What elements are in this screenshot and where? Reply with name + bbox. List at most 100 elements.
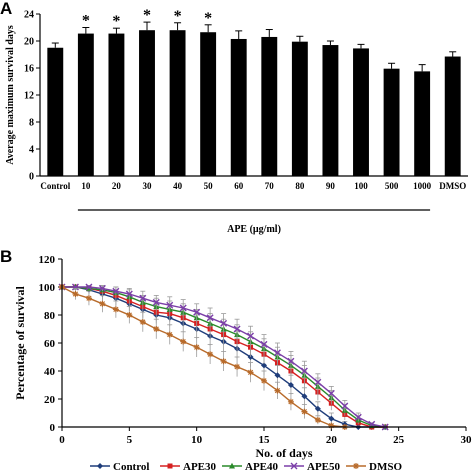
panel-b-legend-label: APE40 bbox=[245, 461, 279, 473]
panel-a-x-tick-label: 500 bbox=[385, 181, 399, 191]
panel-b-point bbox=[139, 319, 146, 325]
panel-a-significance-star: * bbox=[82, 13, 90, 30]
panel-b-point bbox=[179, 304, 187, 312]
panel-b-legend-marker bbox=[353, 463, 359, 469]
panel-b-point bbox=[260, 340, 268, 348]
panel-a-bar bbox=[108, 33, 125, 177]
panel-b-point bbox=[220, 319, 228, 327]
panel-b-legend-item: APE50 bbox=[284, 461, 341, 473]
panel-b-point bbox=[125, 290, 133, 298]
panel-b-series bbox=[58, 283, 389, 431]
panel-a-x-tick-label: 30 bbox=[143, 181, 153, 191]
panel-b-legend-marker bbox=[229, 462, 235, 469]
panel-b-point bbox=[166, 301, 174, 309]
panel-b-legend-label: APE30 bbox=[183, 461, 217, 473]
panel-b-point bbox=[166, 331, 173, 338]
panel-b-point bbox=[368, 420, 376, 428]
panel-b-point bbox=[327, 389, 335, 397]
panel-a-bar bbox=[230, 38, 247, 176]
panel-a-bar bbox=[200, 32, 217, 176]
panel-b-x-tick-label: 20 bbox=[326, 434, 338, 446]
panel-b-point bbox=[341, 402, 349, 410]
panel-b-legend-item: APE40 bbox=[222, 461, 279, 473]
panel-a-bar bbox=[353, 48, 369, 176]
panel-b: B Percentage of survival No. of days 0 20… bbox=[0, 247, 472, 473]
panel-b-point bbox=[220, 358, 227, 365]
panel-a-bar bbox=[414, 71, 431, 176]
panel-b-point bbox=[274, 387, 281, 394]
panel-b-y-tick-label: 20 bbox=[44, 394, 56, 406]
panel-b-point bbox=[85, 295, 92, 302]
panel-b-legend-label: DMSO bbox=[369, 461, 402, 473]
panel-b-y-ticks: 0 20 40 60 80 100 120 bbox=[39, 254, 62, 434]
panel-a-group-label: APE (µg/ml) bbox=[227, 224, 281, 235]
panel-b-legend-marker bbox=[167, 463, 173, 469]
panel-a-x-tick-label: 90 bbox=[326, 181, 336, 191]
panel-a-x-tick-label: 70 bbox=[265, 181, 275, 191]
panel-a-bar bbox=[77, 33, 94, 177]
panel-b-letter: B bbox=[0, 247, 12, 266]
panel-b-point bbox=[234, 363, 241, 370]
panel-b-point bbox=[261, 362, 267, 369]
panel-b-point bbox=[273, 349, 281, 357]
panel-b-point bbox=[314, 417, 321, 423]
panel-b-x-tick-label: 10 bbox=[191, 434, 203, 446]
panel-a-x-ticks: Control 10 20 30 40 50 60 70 80 90 100 500 1000 DMSO bbox=[40, 181, 466, 191]
panel-b-legend-item: Control bbox=[90, 461, 149, 473]
panel-b-point bbox=[287, 357, 295, 365]
panel-a-significance-marks: * * * * * bbox=[82, 7, 212, 30]
panel-b-legend-item: DMSO bbox=[346, 461, 402, 473]
panel-b-point bbox=[153, 326, 160, 332]
panel-a-x-tick-label: 40 bbox=[173, 181, 183, 191]
panel-b-point bbox=[72, 291, 79, 297]
panel-b-point bbox=[314, 378, 322, 386]
panel-b-y-tick-label: 0 bbox=[50, 422, 56, 434]
panel-b-point bbox=[247, 369, 254, 376]
panel-b-point bbox=[112, 306, 119, 313]
panel-b-x-ticks: 0 5 10 15 20 25 30 bbox=[59, 427, 472, 446]
panel-b-legend-item: APE30 bbox=[160, 461, 217, 473]
panel-b-point bbox=[287, 382, 294, 388]
panel-b-y-axis-label: Percentage of survival bbox=[13, 285, 27, 399]
panel-b-legend-marker bbox=[97, 463, 103, 469]
panel-b-point bbox=[301, 393, 308, 400]
panel-a-bar bbox=[261, 36, 278, 177]
panel-b-point bbox=[193, 344, 200, 351]
panel-a-bar bbox=[444, 56, 461, 176]
panel-b-point bbox=[274, 372, 281, 379]
panel-a-bar bbox=[47, 47, 64, 176]
panel-b-legend-label: Control bbox=[113, 461, 149, 473]
panel-a: A Average maximum survival days 0 4 8 12 16 2… bbox=[0, 0, 468, 235]
panel-b-point bbox=[354, 413, 362, 421]
panel-a-significance-star: * bbox=[112, 13, 120, 30]
panel-a-y-tick-label: 0 bbox=[29, 172, 34, 183]
panel-b-point bbox=[328, 415, 335, 422]
panel-b-x-tick-label: 25 bbox=[393, 434, 405, 446]
panel-a-y-tick-label: 4 bbox=[29, 145, 34, 156]
panel-b-x-axis-label: No. of days bbox=[255, 446, 312, 460]
panel-a-bar bbox=[322, 45, 339, 176]
panel-b-point bbox=[287, 398, 294, 405]
panel-b-series-dmso bbox=[59, 284, 348, 430]
panel-b-y-tick-label: 100 bbox=[39, 282, 56, 294]
panel-b-point bbox=[193, 308, 201, 316]
panel-b-point bbox=[99, 300, 106, 307]
panel-b-point bbox=[301, 408, 308, 415]
panel-a-x-tick-label: Control bbox=[40, 181, 70, 191]
panel-b-point bbox=[261, 377, 267, 384]
panel-a-significance-star: * bbox=[143, 7, 151, 24]
panel-a-x-tick-label: DMSO bbox=[439, 181, 466, 191]
panel-b-point bbox=[85, 283, 93, 291]
panel-b-point bbox=[233, 325, 241, 333]
panel-b-x-tick-label: 15 bbox=[259, 434, 271, 446]
panel-a-x-tick-label: 50 bbox=[204, 181, 214, 191]
panel-a-x-tick-label: 80 bbox=[295, 181, 305, 191]
panel-b-x-tick-label: 5 bbox=[127, 434, 133, 446]
panel-a-bar bbox=[139, 30, 155, 177]
panel-b-x-tick-label: 0 bbox=[59, 434, 65, 446]
panel-b-point bbox=[126, 312, 133, 318]
panel-b-point bbox=[152, 298, 160, 306]
panel-a-x-tick-label: 1000 bbox=[413, 181, 432, 191]
panel-b-point bbox=[98, 284, 106, 292]
